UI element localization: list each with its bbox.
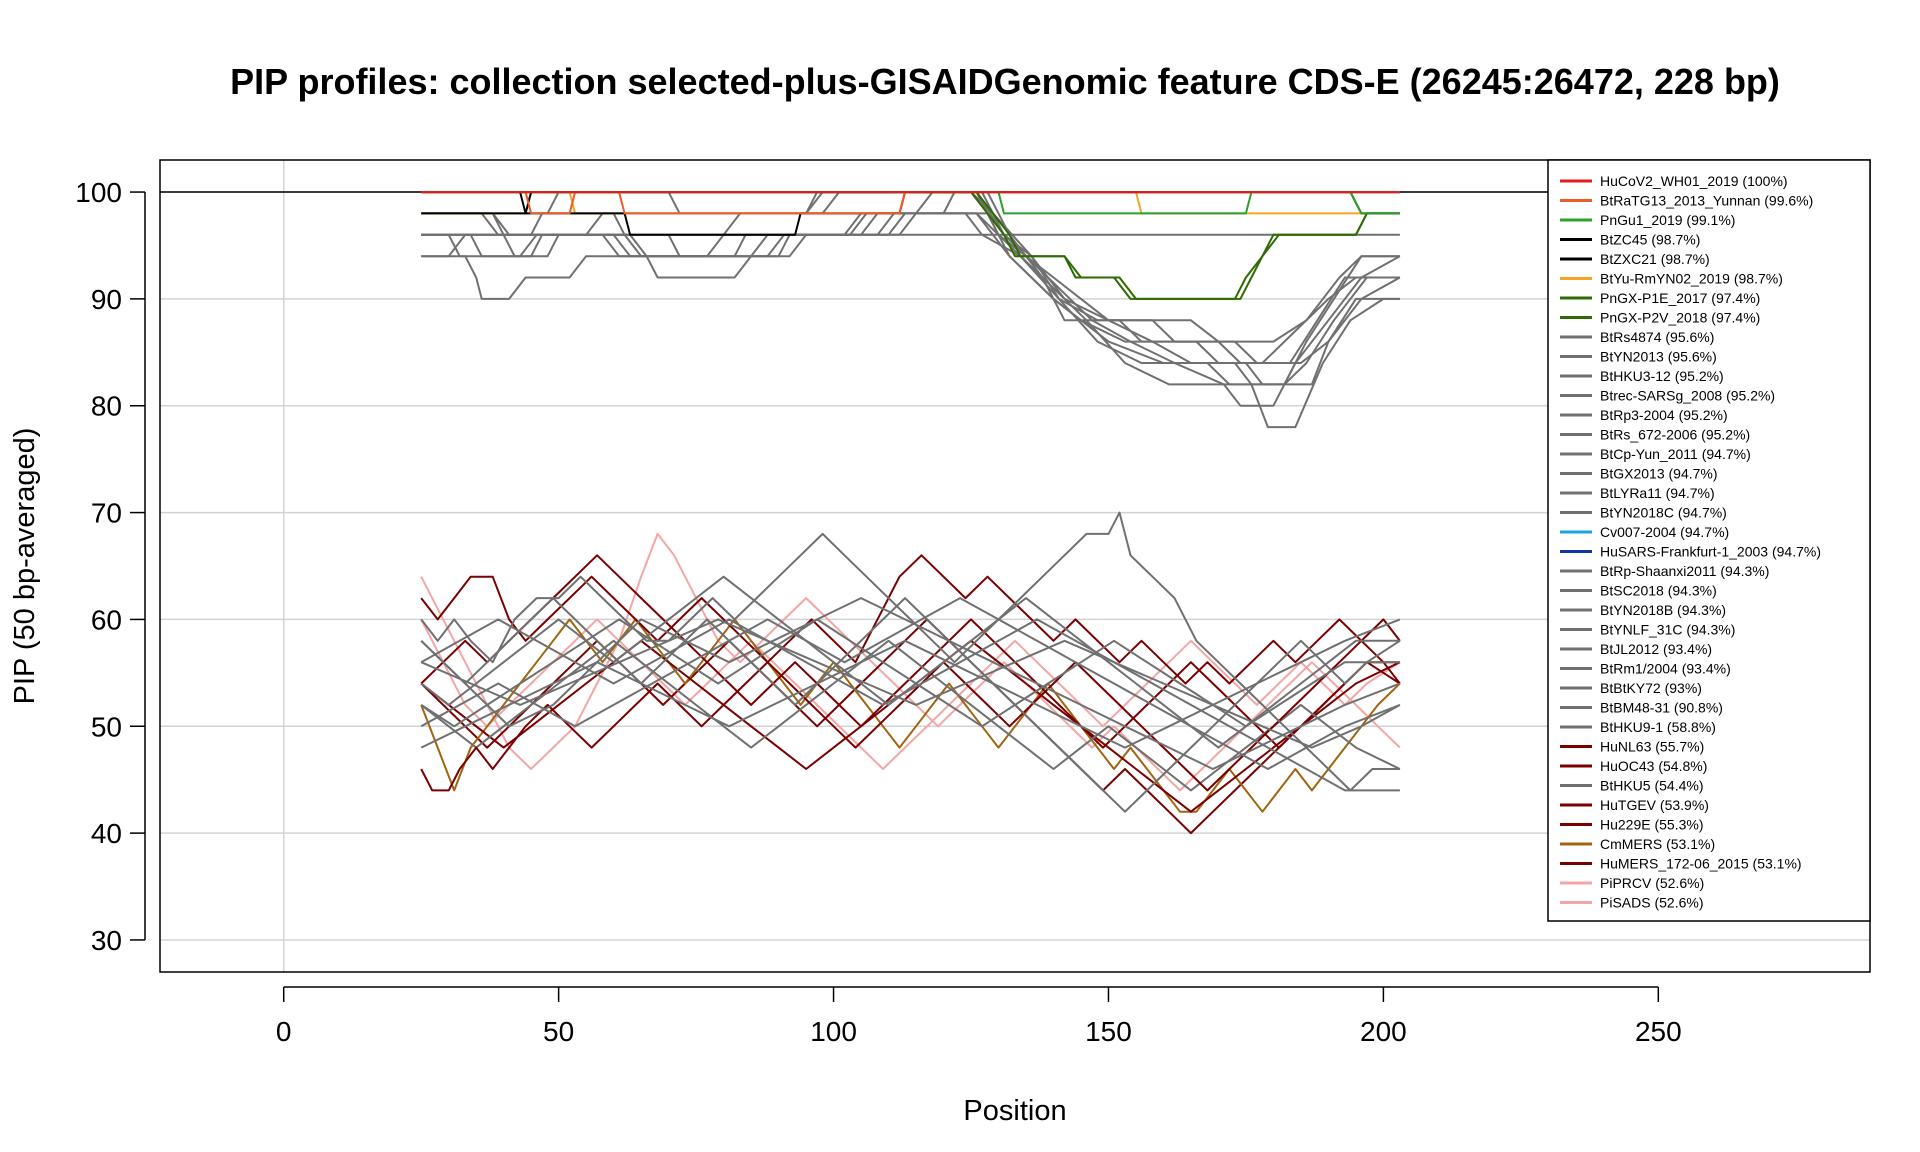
- legend-label-25: BtRm1/2004 (93.4%): [1600, 661, 1731, 677]
- legend-label-5: BtYu-RmYN02_2019 (98.7%): [1600, 271, 1783, 287]
- x-tick-label-50: 50: [543, 1016, 574, 1047]
- y-axis: 30 40 50 60 70 80 90 100: [75, 177, 146, 956]
- series-line-23: [420, 597, 1401, 770]
- legend-label-2: PnGu1_2019 (99.1%): [1600, 212, 1735, 228]
- legend-label-27: BtBM48-31 (90.8%): [1600, 700, 1723, 716]
- series-line-10: [421, 191, 1400, 364]
- y-axis-label: PIP (50 bp-averaged): [9, 428, 41, 705]
- legend-label-10: BtHKU3-12 (95.2%): [1600, 368, 1724, 384]
- legend-label-4: BtZXC21 (98.7%): [1600, 251, 1710, 267]
- legend-label-13: BtRs_672-2006 (95.2%): [1600, 427, 1750, 443]
- series-line-11: [421, 191, 1401, 386]
- legend-label-37: PiSADS (52.6%): [1600, 895, 1703, 911]
- legend-label-15: BtGX2013 (94.7%): [1600, 466, 1718, 482]
- series-line-22: [420, 575, 1400, 749]
- legend-label-33: Hu229E (55.3%): [1600, 817, 1704, 833]
- x-tick-label-150: 150: [1085, 1016, 1132, 1047]
- legend-label-19: HuSARS-Frankfurt-1_2003 (94.7%): [1600, 544, 1821, 560]
- legend-label-8: BtRs4874 (95.6%): [1600, 329, 1714, 345]
- series-line-29: [420, 554, 1401, 685]
- y-tick-label-60: 60: [91, 604, 122, 635]
- series-line-20: [420, 511, 1400, 792]
- chart-title: PIP profiles: collection selected-plus-G…: [230, 61, 1780, 102]
- legend-label-23: BtYNLF_31C (94.3%): [1600, 622, 1735, 638]
- legend-label-11: Btrec-SARSg_2008 (95.2%): [1600, 388, 1775, 404]
- series-line-28: [420, 618, 1401, 749]
- legend-label-31: BtHKU5 (54.4%): [1600, 778, 1703, 794]
- series-line-6: [421, 191, 1400, 300]
- series-line-21: [420, 597, 1401, 813]
- x-tick-label-0: 0: [276, 1016, 292, 1047]
- series-lines: [420, 191, 1401, 835]
- series-line-34: [420, 618, 1401, 813]
- series-line-2: [421, 191, 1400, 215]
- x-tick-label-250: 250: [1635, 1016, 1682, 1047]
- legend-label-30: HuOC43 (54.8%): [1600, 758, 1707, 774]
- y-tick-label-90: 90: [91, 284, 122, 315]
- legend-label-6: PnGX-P1E_2017 (97.4%): [1600, 290, 1760, 306]
- legend-label-34: CmMERS (53.1%): [1600, 836, 1715, 852]
- legend-label-26: BtBtKY72 (93%): [1600, 680, 1702, 696]
- legend-label-32: HuTGEV (53.9%): [1600, 797, 1709, 813]
- y-tick-label-100: 100: [75, 177, 122, 208]
- y-tick-label-50: 50: [91, 711, 122, 742]
- series-line-25: [420, 618, 1400, 728]
- legend-label-36: PiPRCV (52.6%): [1600, 875, 1704, 891]
- legend-label-20: BtRp-Shaanxi2011 (94.3%): [1600, 563, 1769, 579]
- y-tick-label-70: 70: [91, 498, 122, 529]
- legend-label-3: BtZC45 (98.7%): [1600, 232, 1700, 248]
- series-line-13: [421, 191, 1401, 407]
- series-line-27: [420, 618, 1401, 749]
- x-axis-label: Position: [963, 1095, 1066, 1127]
- series-line-36: [420, 532, 1401, 792]
- series-line-12: [421, 212, 1400, 386]
- legend-label-16: BtLYRa11 (94.7%): [1600, 485, 1715, 501]
- x-axis: 0 50 100 150 200 250: [276, 986, 1682, 1047]
- legend-label-22: BtYN2018B (94.3%): [1600, 602, 1726, 618]
- legend-label-17: BtYN2018C (94.7%): [1600, 505, 1727, 521]
- y-tick-label-40: 40: [91, 818, 122, 849]
- legend-label-0: HuCoV2_WH01_2019 (100%): [1600, 173, 1788, 189]
- legend-label-14: BtCp-Yun_2011 (94.7%): [1600, 446, 1751, 462]
- legend-label-35: HuMERS_172-06_2015 (53.1%): [1600, 856, 1802, 872]
- x-tick-label-200: 200: [1360, 1016, 1407, 1047]
- legend-label-7: PnGX-P2V_2018 (97.4%): [1600, 310, 1760, 326]
- legend-label-1: BtRaTG13_2013_Yunnan (99.6%): [1600, 193, 1813, 209]
- legend-label-29: HuNL63 (55.7%): [1600, 739, 1704, 755]
- legend-label-21: BtSC2018 (94.3%): [1600, 583, 1717, 599]
- legend-label-12: BtRp3-2004 (95.2%): [1600, 407, 1728, 423]
- legend-label-24: BtJL2012 (93.4%): [1600, 641, 1712, 657]
- legend-label-18: Cv007-2004 (94.7%): [1600, 524, 1729, 540]
- legend: HuCoV2_WH01_2019 (100%) BtRaTG13_2013_Yun…: [1547, 159, 1871, 922]
- legend-box: [1547, 159, 1871, 922]
- legend-label-9: BtYN2013 (95.6%): [1600, 349, 1717, 365]
- x-tick-label-100: 100: [810, 1016, 857, 1047]
- y-tick-label-80: 80: [91, 391, 122, 422]
- series-line-37: [420, 618, 1401, 770]
- y-tick-label-30: 30: [91, 925, 122, 956]
- legend-label-28: BtHKU9-1 (58.8%): [1600, 719, 1716, 735]
